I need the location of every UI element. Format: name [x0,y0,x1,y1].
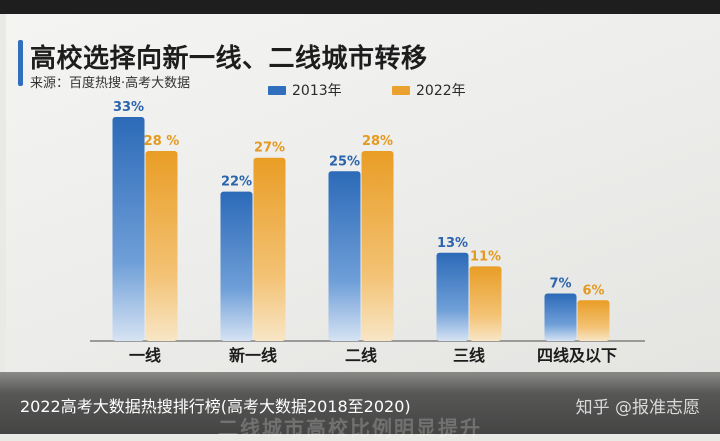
data-label-2013-5: 7% [549,276,571,291]
data-label-2022-5: 6% [582,283,604,298]
data-label-2022-1: 28 % [144,134,180,149]
x-tick-label-3: 二线 [345,346,377,365]
data-label-2013-1: 33% [113,100,144,115]
bar-2013-4 [436,252,469,341]
bar-2022-1 [145,150,178,341]
x-tick-label-1: 一线 [129,346,161,365]
data-label-2013-3: 25% [329,154,360,169]
title-accent-bar [18,40,23,86]
x-tick-label-2: 新一线 [229,346,277,365]
data-label-2022-4: 11% [470,249,501,264]
legend-swatch-2013 [268,85,286,95]
bar-2013-3 [328,171,361,341]
x-tick-label-4: 三线 [453,346,485,365]
x-tick-label-5: 四线及以下 [537,346,617,365]
data-label-2022-2: 27% [254,141,285,156]
data-label-2013-4: 13% [437,236,468,251]
top-strip [0,0,720,14]
watermark: 知乎 @报准志愿 [575,398,700,418]
legend-item-2013: 2013年 [268,82,342,99]
chart-source: 来源：百度热搜·高考大数据 [30,76,191,91]
bar-2022-5 [577,300,610,341]
legend-swatch-2022 [392,85,410,95]
chart-title: 高校选择向新一线、二线城市转移 [30,44,428,74]
data-label-2013-2: 22% [221,175,252,190]
legend-item-2022: 2022年 [392,82,466,99]
data-label-2022-3: 28% [362,134,393,149]
legend-label-2022: 2022年 [416,83,466,99]
bar-2013-5 [544,293,577,341]
caption-bar [0,372,720,434]
bar-2013-2 [220,191,253,341]
legend-label-2013: 2013年 [292,83,342,99]
bar-2013-1 [112,117,145,341]
bar-2022-4 [469,266,502,341]
image-caption: 2022高考大数据热搜排行榜(高考大数据2018至2020) [20,397,411,416]
bar-2022-3 [361,150,394,341]
bar-2022-2 [253,157,286,341]
